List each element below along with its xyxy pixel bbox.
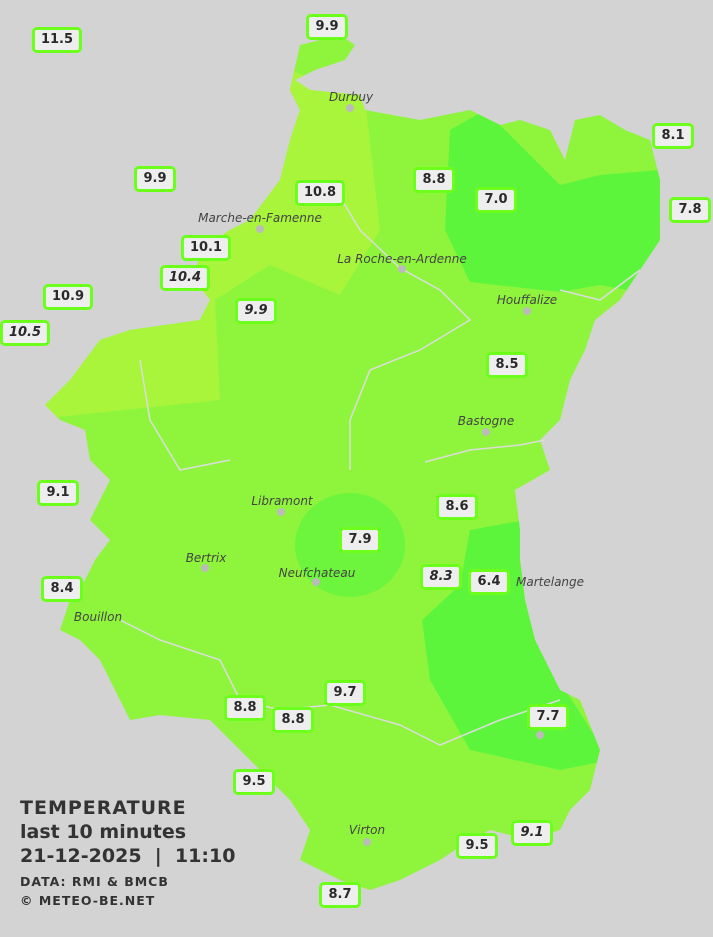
station-label[interactable]: 8.4 (41, 576, 83, 602)
city-dot (536, 731, 544, 739)
station-label[interactable]: 9.9 (235, 298, 277, 324)
station-label[interactable]: 10.4 (159, 265, 211, 291)
city-dot (277, 508, 285, 516)
station-label[interactable]: 9.5 (233, 769, 275, 795)
station-label[interactable]: 9.9 (134, 166, 176, 192)
station-label[interactable]: 8.8 (272, 707, 314, 733)
city-dot (256, 225, 264, 233)
station-label[interactable]: 11.5 (31, 27, 83, 53)
station-label[interactable]: 10.1 (180, 235, 232, 261)
city-neufchateau: Neufchateau (278, 566, 356, 580)
station-label[interactable]: 8.8 (413, 167, 455, 193)
station-label[interactable]: 8.8 (224, 695, 266, 721)
station-label[interactable]: 7.8 (669, 197, 711, 223)
station-label[interactable]: 9.9 (306, 14, 348, 40)
station-label[interactable]: 9.1 (37, 480, 79, 506)
city-virton: Virton (348, 823, 386, 837)
city-la-roche-en-ardenne: La Roche-en-Ardenne (337, 252, 467, 266)
station-label[interactable]: 8.3 (420, 564, 462, 590)
station-label[interactable]: 8.5 (486, 352, 528, 378)
city-dot (201, 564, 209, 572)
legend-title: TEMPERATURE (20, 797, 187, 819)
legend-source: DATA: RMI & BMCB (20, 874, 169, 889)
city-dot (346, 104, 354, 112)
station-label[interactable]: 7.7 (527, 704, 569, 730)
city-houffalize: Houffalize (496, 293, 558, 307)
city-durbuy: Durbuy (328, 90, 374, 104)
legend-period: last 10 minutes (20, 821, 187, 843)
station-label[interactable]: 9.7 (324, 680, 366, 706)
city-bertrix: Bertrix (185, 551, 227, 565)
city-dot (523, 307, 531, 315)
legend-datetime: 21-12-2025 | 11:10 (20, 845, 236, 867)
station-label[interactable]: 8.6 (436, 494, 478, 520)
station-label[interactable]: 8.7 (319, 882, 361, 908)
city-bouillon: Bouillon (73, 610, 123, 624)
station-label[interactable]: 7.9 (339, 527, 381, 553)
city-dot (398, 265, 406, 273)
zone-cool-northeast (445, 110, 660, 300)
city-libramont: Libramont (251, 494, 313, 508)
city-dot (312, 578, 320, 586)
station-label[interactable]: 6.4 (468, 569, 510, 595)
city-bastogne: Bastogne (457, 414, 515, 428)
city-marche-en-famenne: Marche-en-Famenne (198, 211, 322, 225)
station-label[interactable]: 9.1 (511, 820, 553, 846)
station-label[interactable]: 7.0 (475, 187, 517, 213)
station-label[interactable]: 9.5 (456, 833, 498, 859)
station-label[interactable]: 10.5 (0, 320, 51, 346)
map-legend: TEMPERATURE last 10 minutes 21-12-2025 |… (20, 796, 235, 910)
city-dot (363, 838, 371, 846)
legend-copyright: © METEO-BE.NET (20, 893, 156, 908)
station-label[interactable]: 10.9 (42, 284, 94, 310)
city-martelange: Martelange (516, 575, 585, 589)
city-dot (482, 428, 490, 436)
station-label[interactable]: 8.1 (652, 123, 694, 149)
station-label[interactable]: 10.8 (294, 180, 346, 206)
